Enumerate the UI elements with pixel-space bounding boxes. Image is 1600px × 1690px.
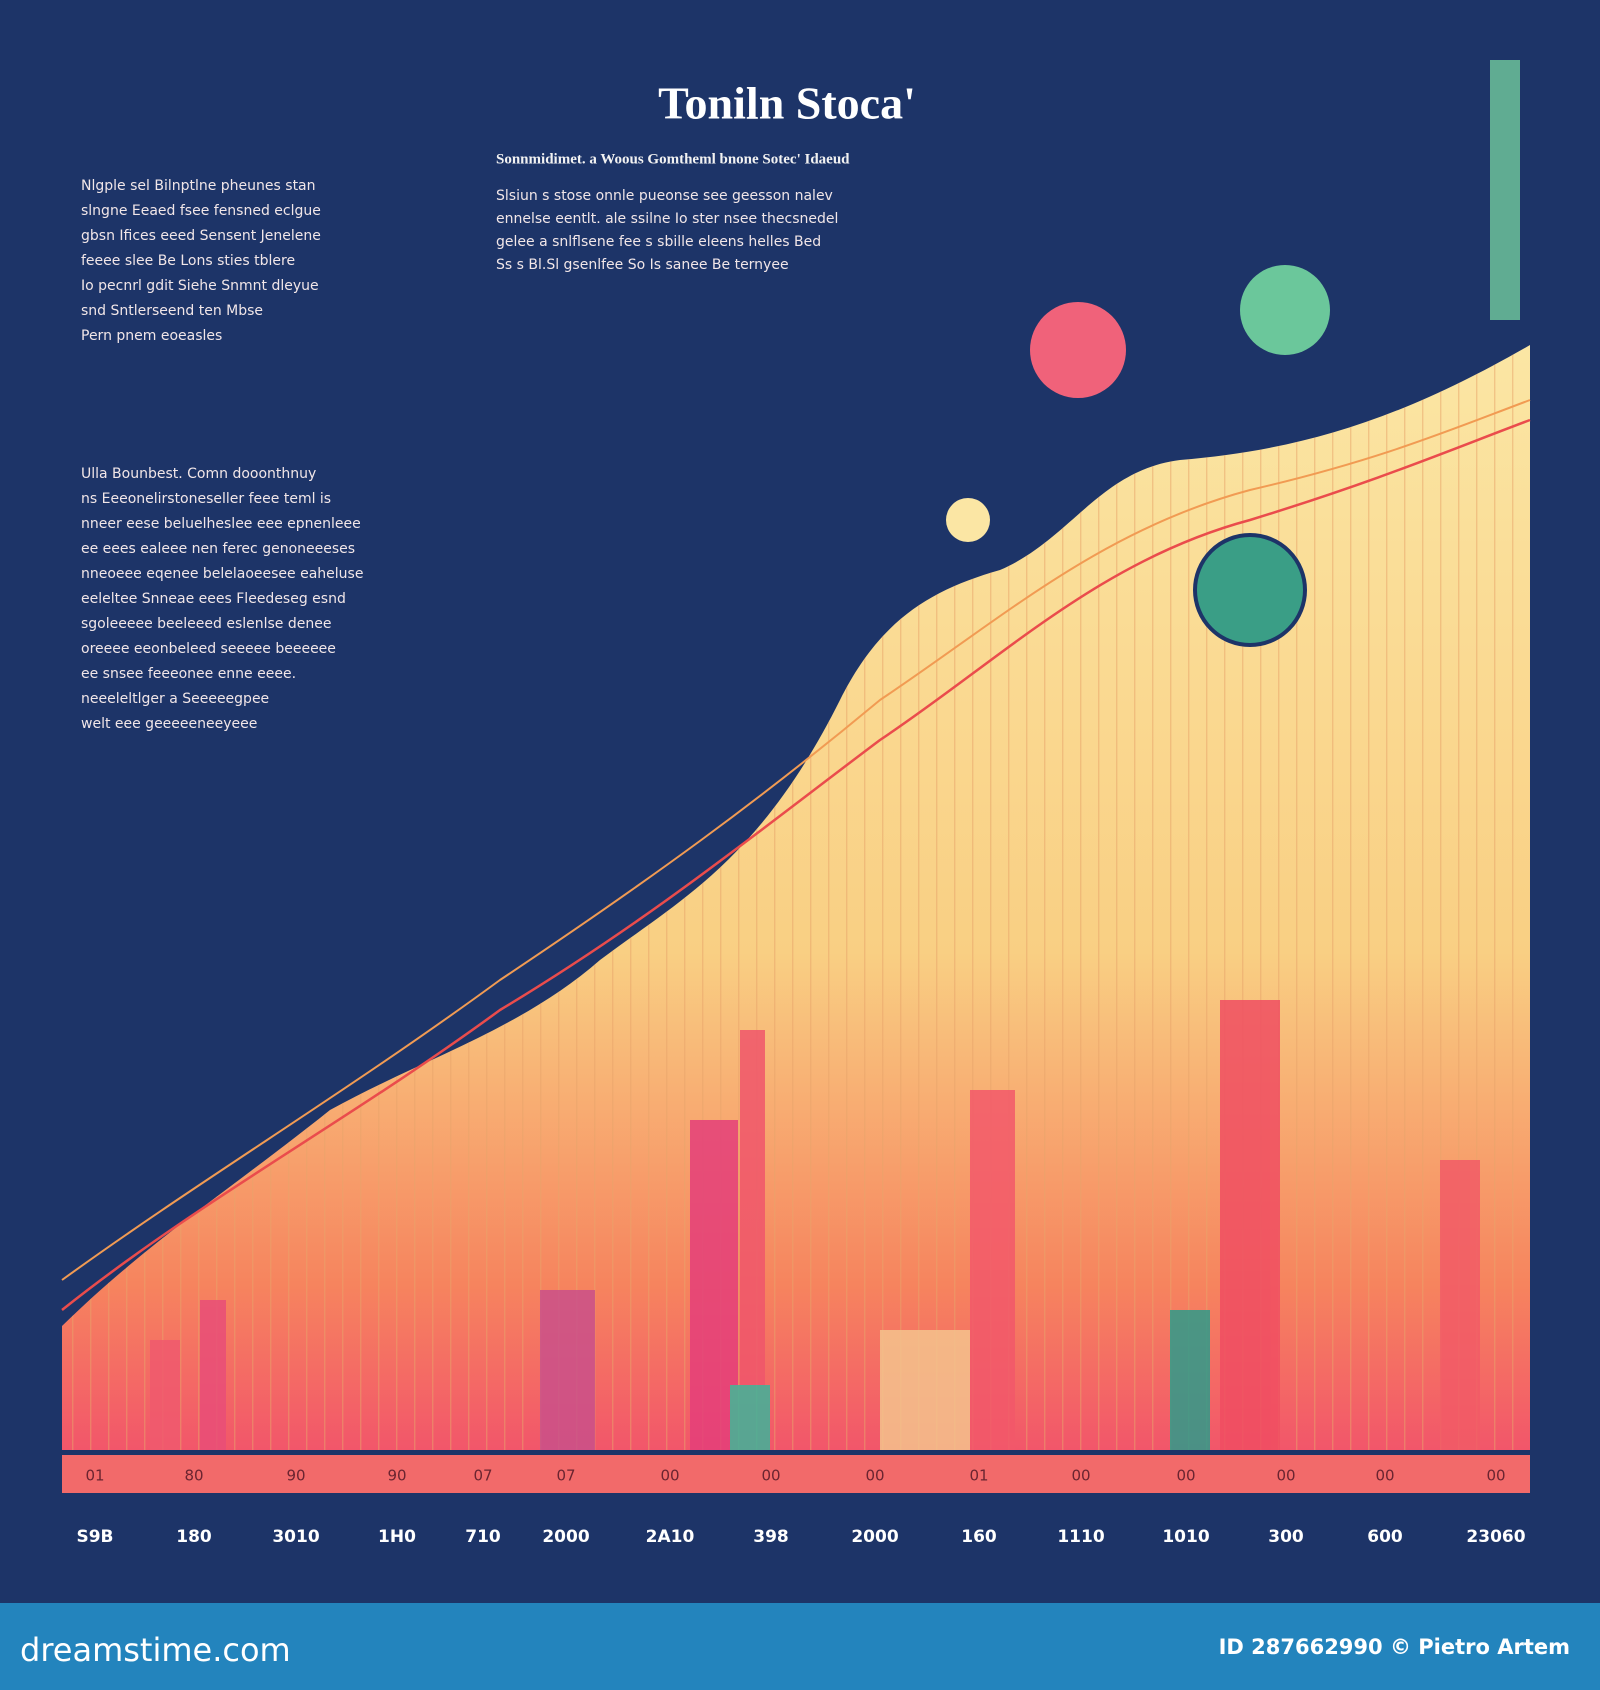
x-top-label: 00 bbox=[1276, 1467, 1295, 1485]
x-top-label: 00 bbox=[1176, 1467, 1195, 1485]
note-line: ennelse eentlt. ale ssilne Io ster nsee … bbox=[496, 211, 838, 227]
x-top-label: 00 bbox=[1375, 1467, 1394, 1485]
note-line: gbsn Ifices eeed Sensent Jenelene bbox=[81, 228, 321, 244]
x-label: 1110 bbox=[1057, 1527, 1104, 1547]
decor-circle bbox=[1240, 265, 1330, 355]
note-line: gelee a snlflsene fee s sbille eleens he… bbox=[496, 234, 821, 250]
x-label: 2A10 bbox=[646, 1527, 695, 1547]
orange-line bbox=[61, 399, 1531, 1281]
red-line bbox=[61, 418, 1531, 1311]
note-line: snd Sntlerseend ten Mbse bbox=[81, 303, 263, 319]
x-top-label: 00 bbox=[865, 1467, 884, 1485]
note-line: slngne Eeaed fsee fensned eclgue bbox=[81, 203, 321, 219]
note-line: feeee slee Be Lons sties tblere bbox=[81, 253, 295, 269]
x-label: 1H0 bbox=[378, 1527, 416, 1547]
x-labels: 01 S9B 80 180 90 3010 90 1H0 07 710 07 2000 00 2A10 00… bbox=[76, 1467, 1525, 1548]
decor-circle bbox=[1030, 302, 1126, 398]
decor-circle bbox=[946, 498, 990, 542]
x-label: 300 bbox=[1268, 1527, 1304, 1547]
note-line: nneer eese beluelheslee eee epnenleee bbox=[81, 516, 361, 532]
x-top-label: 07 bbox=[556, 1467, 575, 1485]
x-top-label: 01 bbox=[85, 1467, 104, 1485]
note-line: Ss s Bl.Sl gsenlfee So Is sanee Be terny… bbox=[496, 257, 789, 273]
note-line: Io pecnrl gdit Siehe Snmnt dleyue bbox=[81, 278, 319, 294]
x-label: 398 bbox=[753, 1527, 789, 1547]
x-label: 600 bbox=[1367, 1527, 1403, 1547]
area-stripes bbox=[62, 345, 1530, 1450]
notes: Nlgple sel Bilnptlne pheunes stan slngne … bbox=[81, 178, 838, 732]
city-bars bbox=[150, 60, 1520, 1450]
x-top-label: 00 bbox=[761, 1467, 780, 1485]
note-line: nneoeee eqenee belelaoeesee eaheluse bbox=[81, 566, 363, 582]
note-line: Ulla Bounbest. Comn dooonthnuy bbox=[81, 466, 316, 482]
note-line: ee eees ealeee nen ferec genoneeeses bbox=[81, 541, 355, 557]
x-label: 2000 bbox=[851, 1527, 898, 1547]
x-top-label: 01 bbox=[969, 1467, 988, 1485]
note-line: welt eee geeeeeneeyeee bbox=[81, 716, 257, 732]
x-label: S9B bbox=[76, 1527, 113, 1547]
note-line: ee snsee feeeonee enne eeee. bbox=[81, 666, 296, 682]
x-top-label: 00 bbox=[1486, 1467, 1505, 1485]
title: Toniln Stoca' bbox=[658, 78, 916, 129]
note-line: Nlgple sel Bilnptlne pheunes stan bbox=[81, 178, 316, 194]
bottom-band bbox=[62, 1455, 1530, 1493]
note-line: neeeleltlger a Seeeeegpee bbox=[81, 691, 269, 707]
x-label: 180 bbox=[176, 1527, 212, 1547]
footer-bar bbox=[0, 1603, 1600, 1690]
note-line: Pern pnem eoeasles bbox=[81, 328, 222, 344]
x-label: 1010 bbox=[1162, 1527, 1209, 1547]
footer-credit: ID 287662990 © Pietro Artem bbox=[1219, 1635, 1570, 1659]
x-top-label: 00 bbox=[1071, 1467, 1090, 1485]
x-label: 23060 bbox=[1466, 1527, 1525, 1547]
note-line: sgoleeeee beeleeed eslenlse denee bbox=[81, 616, 331, 632]
x-top-label: 00 bbox=[660, 1467, 679, 1485]
x-top-label: 80 bbox=[184, 1467, 203, 1485]
note-line: oreeee eeonbeleed seeeee beeeeee bbox=[81, 641, 336, 657]
x-top-label: 90 bbox=[387, 1467, 406, 1485]
footer-site: dreamstime.com bbox=[20, 1631, 291, 1669]
x-label: 160 bbox=[961, 1527, 997, 1547]
x-top-label: 90 bbox=[286, 1467, 305, 1485]
note-line: Slsiun s stose onnle pueonse see geesson… bbox=[496, 188, 833, 204]
x-label: 3010 bbox=[272, 1527, 319, 1547]
x-top-label: 07 bbox=[473, 1467, 492, 1485]
x-label: 2000 bbox=[542, 1527, 589, 1547]
x-label: 710 bbox=[465, 1527, 501, 1547]
note-line: ns Eeeonelirstoneseller feee teml is bbox=[81, 491, 331, 507]
subtitle: Sonnmidimet. a Woous Gomtheml bnone Sote… bbox=[496, 151, 850, 167]
decor-circle bbox=[1193, 533, 1307, 647]
note-line: eeleltee Snneae eees Fleedeseg esnd bbox=[81, 591, 346, 607]
